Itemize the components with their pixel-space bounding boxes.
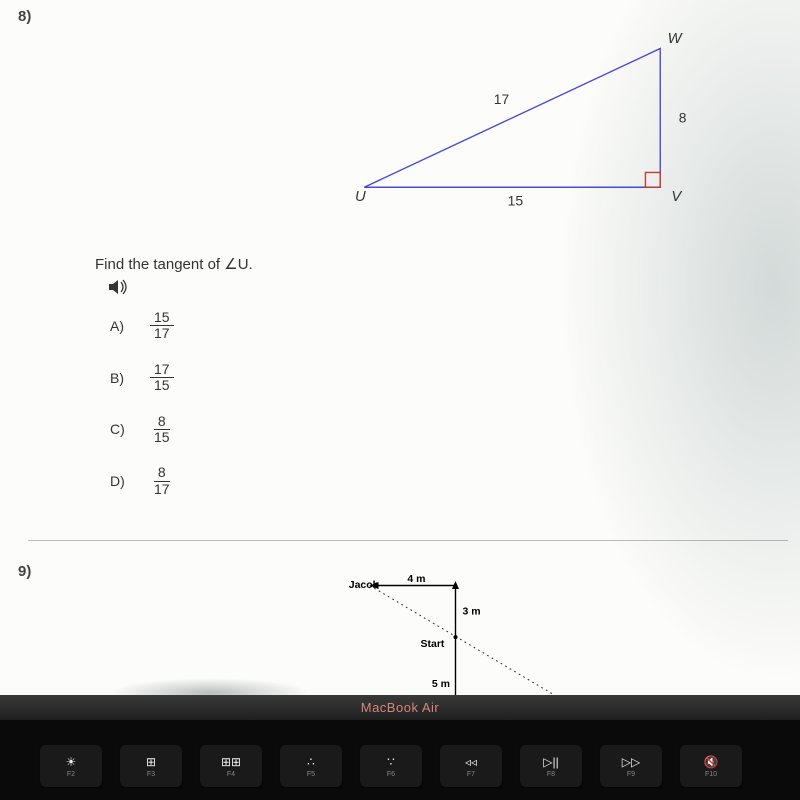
start-label: Start bbox=[421, 638, 445, 650]
triangle-outline bbox=[364, 49, 660, 188]
choice-fraction: 8 15 bbox=[150, 414, 174, 446]
q9-diagram: Jacob 4 m 3 m Start 5 m bbox=[330, 575, 630, 715]
key-f5[interactable]: ∴ F5 bbox=[280, 745, 342, 787]
key-f2[interactable]: ☀ F2 bbox=[40, 745, 102, 787]
vertex-label-V: V bbox=[671, 189, 683, 205]
jacob-label: Jacob bbox=[349, 579, 379, 591]
question-prompt: Find the tangent of ∠U. bbox=[95, 255, 253, 273]
question-number-8: 8) bbox=[18, 8, 31, 25]
audio-icon[interactable] bbox=[108, 278, 130, 301]
choice-fraction: 15 17 bbox=[150, 310, 174, 342]
key-f3[interactable]: ⊞ F3 bbox=[120, 745, 182, 787]
question-number-9: 9) bbox=[18, 563, 31, 580]
key-f6[interactable]: ∵ F6 bbox=[360, 745, 422, 787]
seg-top-label: 4 m bbox=[407, 575, 425, 585]
brand-text: MacBook Air bbox=[361, 700, 439, 715]
right-angle-marker bbox=[645, 172, 660, 187]
vertex-label-W: W bbox=[668, 31, 684, 47]
key-f9[interactable]: ▷▷ F9 bbox=[600, 745, 662, 787]
key-f10[interactable]: 🔇 F10 bbox=[680, 745, 742, 787]
function-key-row: ☀ F2 ⊞ F3 ⊞⊞ F4 ∴ F5 ∵ F6 ◃◃ F7 ▷|| F8 ▷… bbox=[40, 745, 742, 787]
dotted-diagonal bbox=[370, 586, 577, 709]
answer-choices: A) 15 17 B) 17 15 C) 8 15 bbox=[110, 310, 174, 517]
choice-fraction: 17 15 bbox=[150, 362, 174, 394]
worksheet-screen: 8) U V W 17 8 15 Find the tangent of ∠U. bbox=[0, 0, 800, 715]
seg-mid-label: 3 m bbox=[463, 605, 481, 617]
choice-b[interactable]: B) 17 15 bbox=[110, 362, 174, 394]
laptop-hinge-bar: MacBook Air bbox=[0, 695, 800, 720]
choice-a[interactable]: A) 15 17 bbox=[110, 310, 174, 342]
triangle-figure: U V W 17 8 15 bbox=[340, 30, 740, 215]
side-label-UV: 15 bbox=[508, 193, 524, 209]
choice-letter: B) bbox=[110, 370, 150, 386]
question-divider bbox=[28, 540, 788, 541]
seg-bot-label: 5 m bbox=[432, 678, 450, 690]
side-label-WV: 8 bbox=[679, 110, 687, 126]
choice-letter: D) bbox=[110, 473, 150, 489]
vertex-label-U: U bbox=[355, 189, 366, 205]
key-f7[interactable]: ◃◃ F7 bbox=[440, 745, 502, 787]
choice-letter: C) bbox=[110, 421, 150, 437]
choice-letter: A) bbox=[110, 318, 150, 334]
key-f4[interactable]: ⊞⊞ F4 bbox=[200, 745, 262, 787]
start-point bbox=[453, 635, 457, 639]
key-f8[interactable]: ▷|| F8 bbox=[520, 745, 582, 787]
choice-fraction: 8 17 bbox=[150, 465, 174, 497]
photo-frame: 8) U V W 17 8 15 Find the tangent of ∠U. bbox=[0, 0, 800, 800]
choice-c[interactable]: C) 8 15 bbox=[110, 414, 174, 446]
side-label-UW: 17 bbox=[494, 91, 510, 107]
choice-d[interactable]: D) 8 17 bbox=[110, 465, 174, 497]
